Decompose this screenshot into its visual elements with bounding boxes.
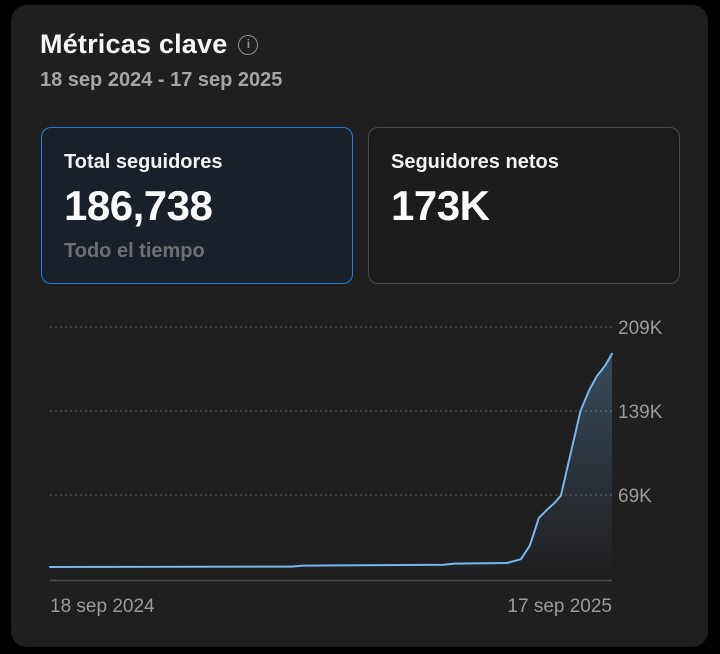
- info-icon[interactable]: i: [238, 34, 259, 55]
- y-tick-209k: 209K: [618, 318, 663, 339]
- followers-line: [49, 352, 613, 568]
- metric-sublabel: Todo el tiempo: [64, 240, 205, 262]
- y-tick-139k: 139K: [618, 402, 663, 423]
- metric-label: Total seguidores: [64, 151, 223, 173]
- metrics-panel: Métricas clave i 18 sep 2024 - 17 sep 20…: [11, 5, 708, 647]
- metric-cards: Total seguidores 186,738 Todo el tiempo …: [41, 127, 680, 284]
- date-range: 18 sep 2024 - 17 sep 2025: [40, 69, 283, 91]
- area-fill: [50, 353, 612, 578]
- x-tick-start: 18 sep 2024: [50, 596, 155, 617]
- y-tick-69k: 69K: [618, 486, 652, 507]
- header: Métricas clave i 18 sep 2024 - 17 sep 20…: [40, 29, 282, 92]
- chart-hover-area[interactable]: [50, 315, 612, 581]
- metric-card-total-followers[interactable]: Total seguidores 186,738 Todo el tiempo: [41, 127, 353, 284]
- followers-area-chart: 209K 139K 69K 18 sep 2024 17 sep 2025: [49, 315, 663, 617]
- metric-value: 186,738: [64, 182, 213, 229]
- metric-card-net-followers[interactable]: Seguidores netos 173K: [368, 127, 680, 284]
- x-tick-end: 17 sep 2025: [507, 596, 612, 617]
- metric-label: Seguidores netos: [391, 151, 559, 173]
- metric-value: 173K: [391, 182, 490, 229]
- page-title: Métricas clave: [40, 29, 228, 59]
